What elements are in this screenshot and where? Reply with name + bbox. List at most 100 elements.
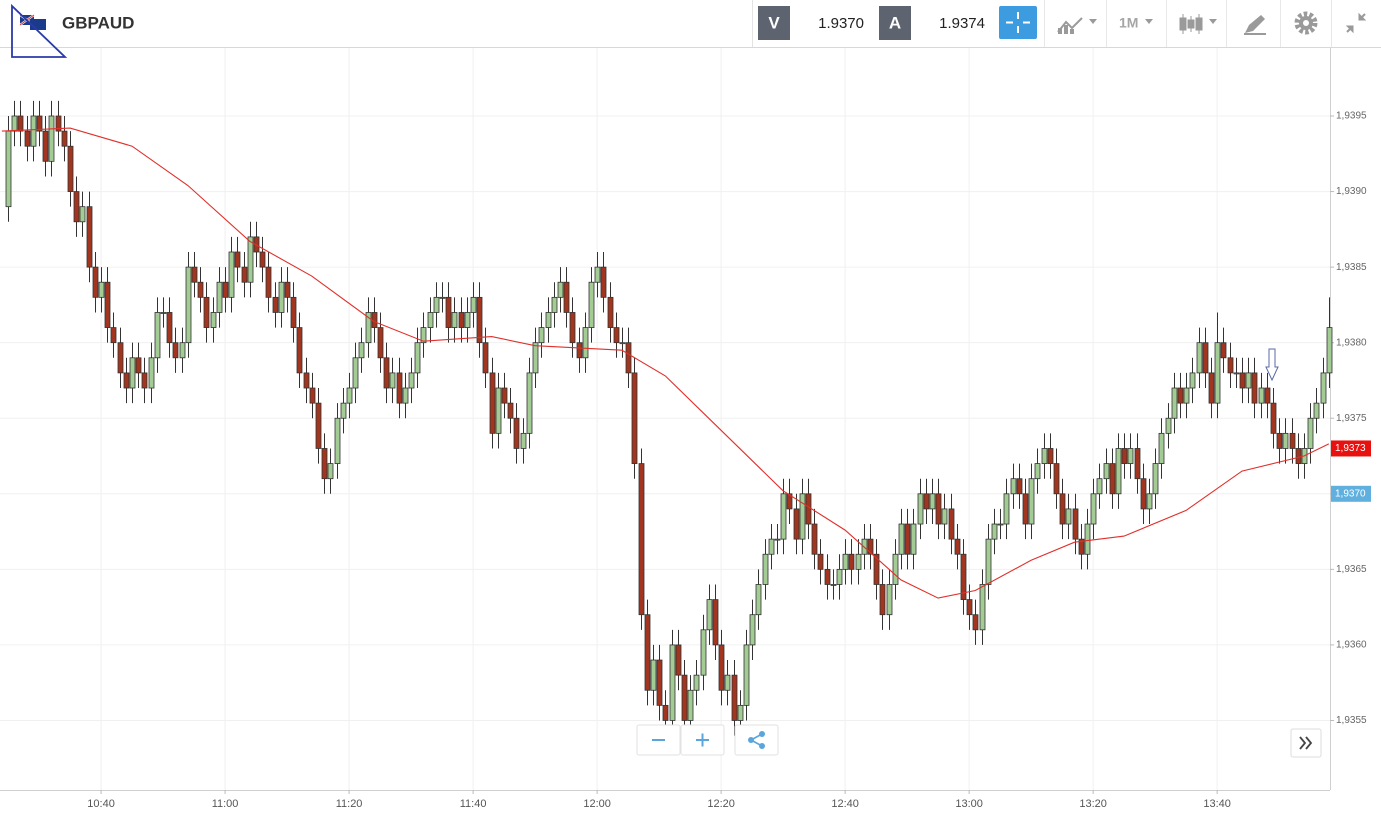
candle (712, 584, 719, 661)
timeframe[interactable]: 1M (1119, 15, 1138, 31)
candle (1016, 463, 1023, 509)
candle-body (1239, 372, 1246, 389)
candle-body (1146, 493, 1153, 510)
candle (1127, 433, 1134, 479)
candle-body (619, 342, 626, 345)
candle (117, 327, 124, 389)
candle-body (1245, 372, 1252, 389)
candle (700, 614, 707, 691)
candle-body (309, 387, 316, 404)
candle-body (731, 674, 738, 721)
candle-body (123, 372, 130, 389)
candle-body (73, 191, 80, 223)
share-button[interactable] (734, 724, 779, 756)
candle-body (427, 312, 434, 328)
symbol: GBPAUD (62, 13, 134, 32)
candle-body (1196, 342, 1203, 374)
candle-body (923, 493, 930, 510)
candle-body (148, 357, 155, 389)
zoom-out-button[interactable] (636, 724, 681, 756)
candle (135, 342, 142, 389)
settings-button[interactable] (1294, 11, 1318, 35)
candle-body (408, 372, 415, 389)
collapse-button[interactable] (1345, 12, 1367, 34)
scroll-right-button[interactable] (1290, 728, 1322, 758)
candle (1245, 357, 1252, 404)
candle (272, 282, 279, 328)
candle (774, 524, 781, 555)
candle (867, 524, 874, 570)
crosshair-button[interactable] (999, 6, 1037, 39)
candle (1320, 357, 1327, 419)
candle (749, 599, 756, 661)
candle-body (458, 312, 465, 328)
candle-body (576, 342, 583, 359)
candle (1276, 418, 1283, 464)
candle-body (135, 357, 142, 374)
zoom-in-button[interactable] (680, 724, 725, 756)
candle (358, 327, 365, 373)
x-tick-label: 12:20 (707, 798, 735, 810)
ask-price[interactable]: 1.9374 (939, 15, 985, 32)
candle-body (545, 312, 552, 328)
candle (1072, 493, 1079, 555)
candle (5, 116, 12, 222)
candle-body (1072, 508, 1079, 540)
candle (197, 267, 204, 313)
candle-body (445, 296, 452, 328)
candle-body (1313, 402, 1320, 419)
candle-body (5, 130, 12, 208)
candle (42, 116, 49, 177)
candle (172, 327, 179, 373)
candle (768, 524, 775, 570)
candle (1084, 508, 1091, 570)
candle-body (104, 281, 111, 328)
candle (110, 312, 117, 358)
candle (489, 357, 496, 449)
candle (24, 116, 31, 162)
candle (954, 524, 961, 570)
candle (321, 433, 328, 494)
candle (365, 297, 372, 358)
candle (1078, 524, 1085, 570)
candle-body (1022, 493, 1029, 525)
candle-body (786, 493, 793, 510)
candle-body (303, 372, 310, 389)
candle (656, 644, 663, 721)
candle (98, 267, 105, 313)
candle-body (557, 281, 564, 298)
candle-body (55, 115, 62, 132)
candle (48, 100, 55, 177)
candle-body (681, 674, 688, 721)
candle (203, 282, 210, 343)
candle-body (1289, 432, 1296, 449)
candle (600, 252, 607, 313)
candle (1090, 478, 1097, 540)
candle (1047, 433, 1054, 479)
chart-type-button[interactable] (1179, 14, 1217, 34)
candle (141, 357, 148, 404)
candle (917, 478, 924, 540)
candle (408, 357, 415, 404)
candle-body (1134, 448, 1141, 480)
candle-body (1295, 448, 1302, 464)
candle (793, 493, 800, 555)
y-tick-label: 1,9385 (1336, 262, 1367, 273)
candle (594, 252, 601, 298)
candle (476, 282, 483, 358)
draw-tool-button[interactable] (1244, 15, 1266, 35)
candle-body (1276, 432, 1283, 449)
candle-body (774, 538, 781, 541)
indicator-button[interactable] (1057, 17, 1097, 34)
candle-body (1264, 387, 1271, 404)
candle-body (247, 236, 254, 283)
bid-price[interactable]: 1.9370 (818, 15, 864, 32)
price-tag (1331, 485, 1371, 502)
candle-body (346, 387, 353, 404)
candle-body (265, 266, 272, 298)
candle-body (538, 327, 545, 344)
candle-body (402, 387, 409, 404)
candle (296, 312, 303, 389)
candle (377, 312, 384, 373)
candle-body (582, 327, 589, 359)
